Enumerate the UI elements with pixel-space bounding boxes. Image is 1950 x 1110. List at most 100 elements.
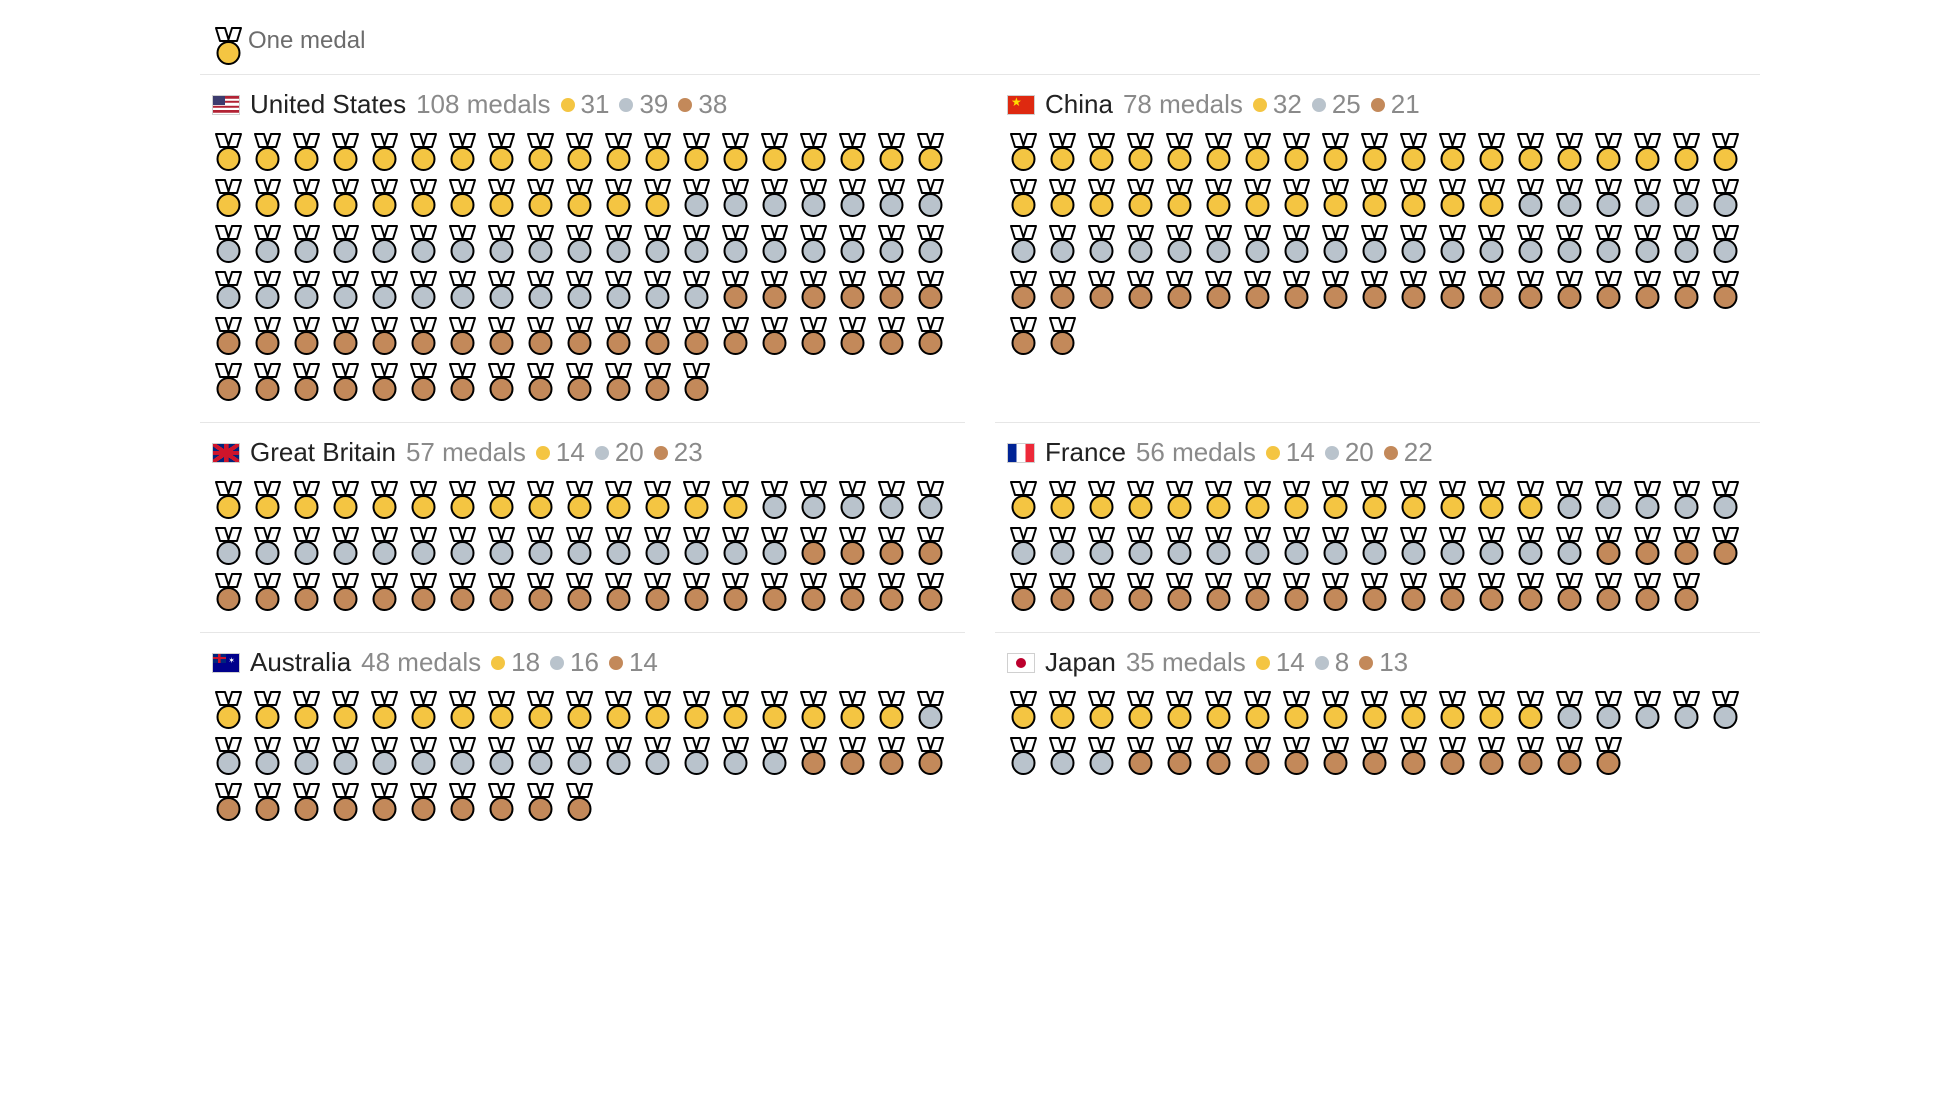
gold-medal-icon [641, 178, 674, 218]
gold-dot-icon [561, 98, 575, 112]
silver-medal-icon [1085, 526, 1118, 566]
bronze-dot-icon [1371, 98, 1385, 112]
gold-count: 14 [1266, 437, 1315, 468]
bronze-medal-icon [641, 362, 674, 402]
scroll-area[interactable]: One medal United States 108 medals 31 39… [200, 20, 1760, 1110]
silver-dot-icon [1315, 656, 1329, 670]
silver-medal-icon [1085, 224, 1118, 264]
bronze-number: 23 [674, 437, 703, 468]
silver-medal-icon [563, 736, 596, 776]
gold-medal-icon [1163, 178, 1196, 218]
silver-medal-icon [758, 480, 791, 520]
bronze-medal-icon [1670, 270, 1703, 310]
bronze-count: 13 [1359, 647, 1408, 678]
bronze-medal-icon [1553, 736, 1586, 776]
silver-medal-icon [719, 736, 752, 776]
gold-medal-icon [485, 178, 518, 218]
gold-medal-icon [1514, 132, 1547, 172]
bronze-medal-icon [1202, 736, 1235, 776]
silver-dot-icon [1312, 98, 1326, 112]
gold-medal-icon [290, 480, 323, 520]
country-header: France 56 medals 14 20 22 [1007, 437, 1748, 468]
country-cell: France 56 medals 14 20 22 [995, 422, 1760, 632]
country-cell: Great Britain 57 medals 14 20 23 [200, 422, 965, 632]
silver-medal-icon [407, 224, 440, 264]
bronze-medal-icon [251, 316, 284, 356]
bronze-medal-icon [329, 572, 362, 612]
silver-medal-icon [1358, 224, 1391, 264]
bronze-medal-icon [719, 316, 752, 356]
bronze-medal-icon [1358, 270, 1391, 310]
gold-medal-icon [1397, 690, 1430, 730]
bronze-medal-icon [1319, 270, 1352, 310]
silver-medal-icon [1592, 480, 1625, 520]
gold-medal-icon [1358, 480, 1391, 520]
gold-medal-icon [446, 690, 479, 730]
bronze-medal-icon [914, 316, 947, 356]
silver-medal-icon [1124, 526, 1157, 566]
gold-medal-icon [875, 690, 908, 730]
silver-medal-icon [524, 736, 557, 776]
bronze-medal-icon [485, 362, 518, 402]
silver-medal-icon [446, 736, 479, 776]
gold-dot-icon [536, 446, 550, 460]
silver-medal-icon [290, 270, 323, 310]
bronze-medal-icon [1514, 270, 1547, 310]
bronze-medal-icon [1709, 526, 1742, 566]
silver-number: 20 [1345, 437, 1374, 468]
bronze-medal-icon [1592, 572, 1625, 612]
gold-medal-icon [1319, 690, 1352, 730]
bronze-medal-icon [1007, 316, 1040, 356]
silver-medal-icon [602, 270, 635, 310]
gold-medal-icon [329, 480, 362, 520]
bronze-count: 22 [1384, 437, 1433, 468]
gold-medal-icon [680, 480, 713, 520]
bronze-medal-icon [1592, 270, 1625, 310]
gold-medal-icon [563, 480, 596, 520]
bronze-medal-icon [485, 572, 518, 612]
gold-medal-icon [1007, 690, 1040, 730]
bronze-medal-icon [1514, 736, 1547, 776]
silver-medal-icon [1163, 526, 1196, 566]
silver-medal-icon [1514, 178, 1547, 218]
total-medals: 108 medals [416, 89, 550, 120]
medal-pictogram-grid [1007, 480, 1748, 612]
gold-medal-icon [1592, 132, 1625, 172]
silver-medal-icon [1553, 224, 1586, 264]
silver-medal-icon [680, 526, 713, 566]
gold-medal-icon [1124, 690, 1157, 730]
legend-label: One medal [248, 27, 365, 55]
bronze-medal-icon [1124, 270, 1157, 310]
silver-dot-icon [619, 98, 633, 112]
silver-medal-icon [1241, 224, 1274, 264]
bronze-medal-icon [368, 782, 401, 822]
silver-dot-icon [595, 446, 609, 460]
gold-medal-icon [1124, 178, 1157, 218]
total-medals: 48 medals [361, 647, 481, 678]
country-name: Australia [250, 647, 351, 678]
silver-medal-icon [1085, 736, 1118, 776]
gold-medal-icon [1397, 480, 1430, 520]
gold-medal-icon [446, 480, 479, 520]
total-medals: 35 medals [1126, 647, 1246, 678]
gold-medal-icon [251, 480, 284, 520]
gold-count: 32 [1253, 89, 1302, 120]
silver-medal-icon [251, 526, 284, 566]
bronze-medal-icon [1475, 572, 1508, 612]
legend-row: One medal [200, 20, 1760, 74]
bronze-medal-icon [524, 316, 557, 356]
silver-medal-icon [914, 224, 947, 264]
bronze-medal-icon [680, 362, 713, 402]
silver-medal-icon [1397, 224, 1430, 264]
gold-medal-icon [680, 690, 713, 730]
bronze-medal-icon [563, 782, 596, 822]
silver-medal-icon [212, 736, 245, 776]
bronze-medal-icon [1553, 270, 1586, 310]
gold-medal-icon [1280, 178, 1313, 218]
bronze-medal-icon [1475, 270, 1508, 310]
gold-medal-icon [1514, 690, 1547, 730]
medal-pictogram-grid [1007, 690, 1748, 776]
silver-medal-icon [1553, 526, 1586, 566]
silver-medal-icon [563, 526, 596, 566]
gold-medal-icon [485, 480, 518, 520]
